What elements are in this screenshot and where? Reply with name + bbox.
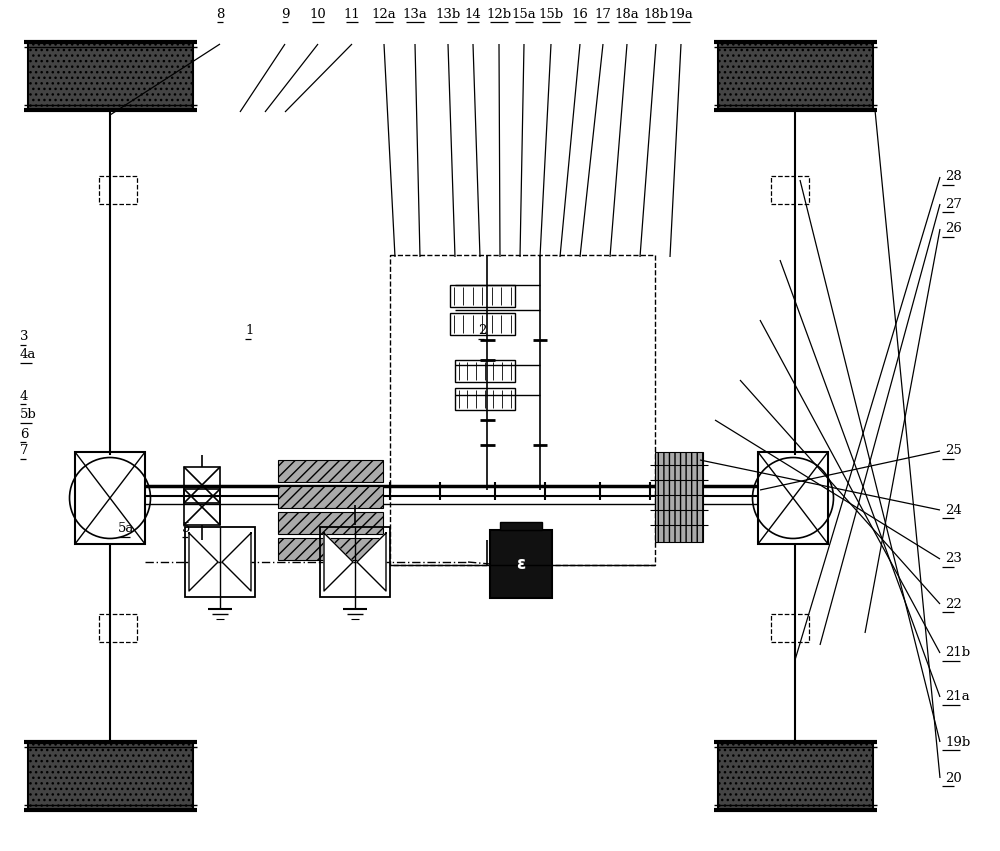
Text: 16: 16 <box>572 8 588 20</box>
Bar <box>28 742 193 810</box>
Text: 19a: 19a <box>669 8 693 20</box>
Polygon shape <box>189 533 218 591</box>
Polygon shape <box>324 533 353 591</box>
Text: ε: ε <box>516 555 526 573</box>
Bar <box>320 527 390 597</box>
Bar <box>28 42 193 110</box>
Text: 8: 8 <box>216 8 224 20</box>
Text: 15a: 15a <box>512 8 536 20</box>
Text: 4: 4 <box>20 390 28 403</box>
Text: 24: 24 <box>945 504 962 517</box>
Text: 11: 11 <box>344 8 360 20</box>
Bar <box>390 255 655 565</box>
Bar <box>99 176 137 204</box>
Bar <box>455 360 515 382</box>
Text: 3: 3 <box>20 330 28 344</box>
Text: 27: 27 <box>945 197 962 210</box>
Bar <box>450 285 515 307</box>
Text: 7: 7 <box>20 444 28 458</box>
Text: 12b: 12b <box>486 8 512 20</box>
Text: 13a: 13a <box>403 8 427 20</box>
Bar <box>655 452 703 542</box>
Text: 19b: 19b <box>945 735 970 749</box>
Text: 17: 17 <box>595 8 611 20</box>
Bar <box>771 176 809 204</box>
Bar <box>758 452 828 544</box>
Text: 22: 22 <box>945 597 962 610</box>
Bar <box>278 512 383 534</box>
Bar <box>278 538 383 560</box>
Text: 5: 5 <box>182 523 190 535</box>
Text: 15b: 15b <box>538 8 564 20</box>
Bar <box>278 486 383 508</box>
Text: 13b: 13b <box>435 8 461 20</box>
Text: 4a: 4a <box>20 349 36 362</box>
Text: 5a: 5a <box>118 523 134 535</box>
Text: 21b: 21b <box>945 647 970 660</box>
Bar <box>184 489 220 525</box>
Bar <box>718 42 873 110</box>
Text: 9: 9 <box>281 8 289 20</box>
Text: 14: 14 <box>465 8 481 20</box>
Bar <box>184 467 220 503</box>
Bar <box>278 460 383 482</box>
Text: 2: 2 <box>478 324 486 338</box>
Text: 10: 10 <box>310 8 326 20</box>
Bar <box>771 614 809 642</box>
Polygon shape <box>222 533 251 591</box>
Bar <box>490 530 552 598</box>
Text: 18a: 18a <box>615 8 639 20</box>
Bar <box>500 522 542 530</box>
Polygon shape <box>357 533 386 591</box>
Text: 25: 25 <box>945 444 962 458</box>
Text: 6: 6 <box>20 427 28 441</box>
Text: 23: 23 <box>945 552 962 566</box>
Text: 18b: 18b <box>643 8 669 20</box>
Bar <box>185 527 255 597</box>
Text: 5b: 5b <box>20 408 37 421</box>
Bar <box>450 313 515 335</box>
Bar <box>455 388 515 410</box>
Text: 26: 26 <box>945 222 962 236</box>
Text: 28: 28 <box>945 170 962 184</box>
Bar <box>718 742 873 810</box>
Text: 1: 1 <box>245 324 253 338</box>
Text: 12a: 12a <box>372 8 396 20</box>
Text: 21a: 21a <box>945 690 970 704</box>
Bar <box>75 452 145 544</box>
Text: 20: 20 <box>945 772 962 785</box>
Bar <box>99 614 137 642</box>
